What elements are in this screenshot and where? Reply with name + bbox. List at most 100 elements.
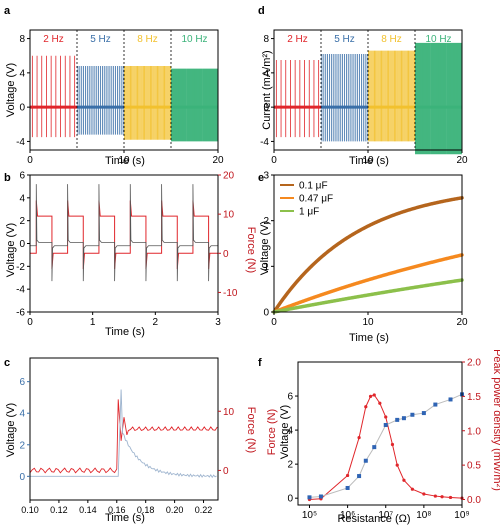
panel-c-xtick-label: 0.20 <box>166 505 184 515</box>
panel-b-ytick-right-label: 20 <box>223 171 235 182</box>
panel-f-voltage-point <box>433 402 438 407</box>
panel-e-series-0 <box>272 196 464 314</box>
panel-a-label-2hz: 2 Hz <box>43 34 64 45</box>
panel-e-xtick-label: 10 <box>362 317 374 328</box>
panel-a-label-8hz: 8 Hz <box>137 34 158 45</box>
panel-e-xtick-label: 0 <box>271 317 277 328</box>
panel-f-ytick-right-label: 2.0 <box>467 358 481 369</box>
panel-b-voltage-series <box>30 184 218 282</box>
panel-f-power-point <box>368 394 373 398</box>
panel-f-voltage-point <box>307 495 312 500</box>
panel-b-force-series <box>30 200 218 269</box>
panel-f-ytick-right-label: 1.0 <box>467 426 481 437</box>
panel-f-xtick-label: 10⁷ <box>378 510 393 521</box>
panel-e: e 0.1 μF 0.47 μF 1 μF 0 10 20 0 1 2 3 Voltage (V)… <box>258 171 468 345</box>
panel-b-frame <box>29 174 219 313</box>
panel-e-ytick-label: 2 <box>263 216 269 227</box>
panel-f-xtick-label: 10⁸ <box>416 510 431 521</box>
panel-b-xlabel: Time (s) <box>105 326 145 338</box>
panel-d-xlabel: Time (s) <box>349 155 389 167</box>
panel-d-label-5hz: 5 Hz <box>334 34 355 45</box>
panel-d-xtick-label: 0 <box>271 155 277 166</box>
panel-e-xtick-label: 20 <box>456 317 468 328</box>
panel-e-plot: 0.1 μF 0.47 μF 1 μF 0 10 20 0 1 2 3 <box>263 171 468 329</box>
panel-d-letter: d <box>258 5 265 17</box>
panel-e-xlabel: Time (s) <box>349 332 389 344</box>
panel-b-xtick-label: 1 <box>90 317 96 328</box>
panel-e-legend-label: 1 μF <box>299 207 319 218</box>
panel-c: c 0.10 0.12 0.14 0.16 0.18 0.20 0.22 0 2 4 6 0 10 Vo… <box>4 357 257 524</box>
panel-f-power-point <box>346 473 350 478</box>
panel-f-voltage-point <box>448 397 453 402</box>
panel-f-voltage-point <box>363 458 368 463</box>
panel-f-xtick-label: 10⁵ <box>302 510 317 521</box>
panel-f-ytick-right-label: 0.5 <box>467 461 481 472</box>
panel-b-xtick-label: 2 <box>153 317 159 328</box>
panel-f-voltage-point <box>410 412 415 417</box>
panel-a-label-10hz: 10 Hz <box>181 34 207 45</box>
panel-f-xtick-label: 10⁶ <box>340 510 355 521</box>
panel-c-xtick-label: 0.14 <box>79 505 97 515</box>
panel-c-xlabel: Time (s) <box>105 512 145 524</box>
panel-e-letter: e <box>258 172 264 184</box>
panel-f-ylabel-force: Force (N) <box>266 409 278 455</box>
panel-f-voltage-point <box>318 494 323 499</box>
panel-d-label-8hz: 8 Hz <box>381 34 402 45</box>
panel-c-plot: 0.10 0.12 0.14 0.16 0.18 0.20 0.22 0 2 4 6 0 10 <box>19 357 235 515</box>
panel-c-xtick-label: 0.18 <box>137 505 155 515</box>
panel-f-voltage-point <box>345 485 350 490</box>
panel-c-letter: c <box>4 357 10 369</box>
panel-b-ylabel: Voltage (V) <box>5 223 17 277</box>
panel-f-power-point <box>372 393 376 397</box>
panel-f-power-point <box>390 442 395 447</box>
panel-b-ytick-label: 2 <box>19 216 25 227</box>
panel-f-xtick-label: 10⁹ <box>454 510 469 521</box>
panel-a-xtick-label: 10 <box>118 155 130 166</box>
panel-d-ytick-label: 8 <box>263 34 269 45</box>
panel-b: b 0 1 2 3 -6 -4 -2 0 2 4 6 -10 0 10 20 Voltage (V) For… <box>4 171 257 339</box>
panel-a-series-8hz <box>124 66 171 140</box>
panel-e-legend-label: 0.47 μF <box>299 194 333 205</box>
panel-c-xtick-label: 0.16 <box>108 505 126 515</box>
panel-f-power-curve <box>309 394 463 500</box>
panel-c-xtick-label: 0.22 <box>195 505 213 515</box>
panel-d-series-2hz <box>275 60 320 138</box>
panel-f-power-point <box>448 495 453 500</box>
panel-f-ytick-right-label: 1.5 <box>467 392 481 403</box>
panel-f-voltage-point <box>357 474 362 479</box>
panel-f-power-point <box>384 415 388 419</box>
panel-b-ytick-label: 4 <box>19 193 25 204</box>
panel-c-ytick-right-label: 0 <box>223 466 229 477</box>
panel-f-ylabel: Voltage (V) <box>279 405 291 459</box>
panel-f-power-point <box>395 463 399 467</box>
panel-a-label-5hz: 5 Hz <box>90 34 111 45</box>
panel-f-ylabel-right: Peak power density (mW/m²) <box>491 349 500 491</box>
panel-c-xtick-label: 0.10 <box>21 505 39 515</box>
panel-b-ytick-label: -6 <box>16 308 25 319</box>
panel-b-xtick-label: 3 <box>215 317 221 328</box>
panel-f-power-point <box>364 405 368 409</box>
panel-a-ytick-label: 4 <box>19 68 25 79</box>
panel-f-letter: f <box>258 357 262 369</box>
panel-e-series-1 <box>272 253 464 314</box>
panel-f-power-point <box>433 494 437 498</box>
panel-f-ytick-label: 4 <box>287 426 293 437</box>
panel-e-ylabel: Voltage (V) <box>259 221 271 275</box>
panel-c-ytick-label: 6 <box>19 377 25 388</box>
panel-b-letter: b <box>4 172 11 184</box>
panel-d-xtick-label: 20 <box>456 155 468 166</box>
panel-f-power-point <box>402 478 406 482</box>
panel-c-ylabel: Voltage (V) <box>5 403 17 457</box>
panel-a-ylabel: Voltage (V) <box>5 63 17 117</box>
panel-f-ytick-label: 6 <box>287 392 293 403</box>
panel-a-xlabel: Time (s) <box>105 155 145 167</box>
panel-b-xtick-label: 0 <box>27 317 33 328</box>
panel-d-ylabel: Current (mA/m²) <box>261 50 273 129</box>
panel-a-ytick-label: 8 <box>19 34 25 45</box>
panel-b-ytick-right-label: -10 <box>223 288 238 299</box>
panel-d-ytick-label: -4 <box>260 137 269 148</box>
panel-b-ytick-right-label: 10 <box>223 210 235 221</box>
